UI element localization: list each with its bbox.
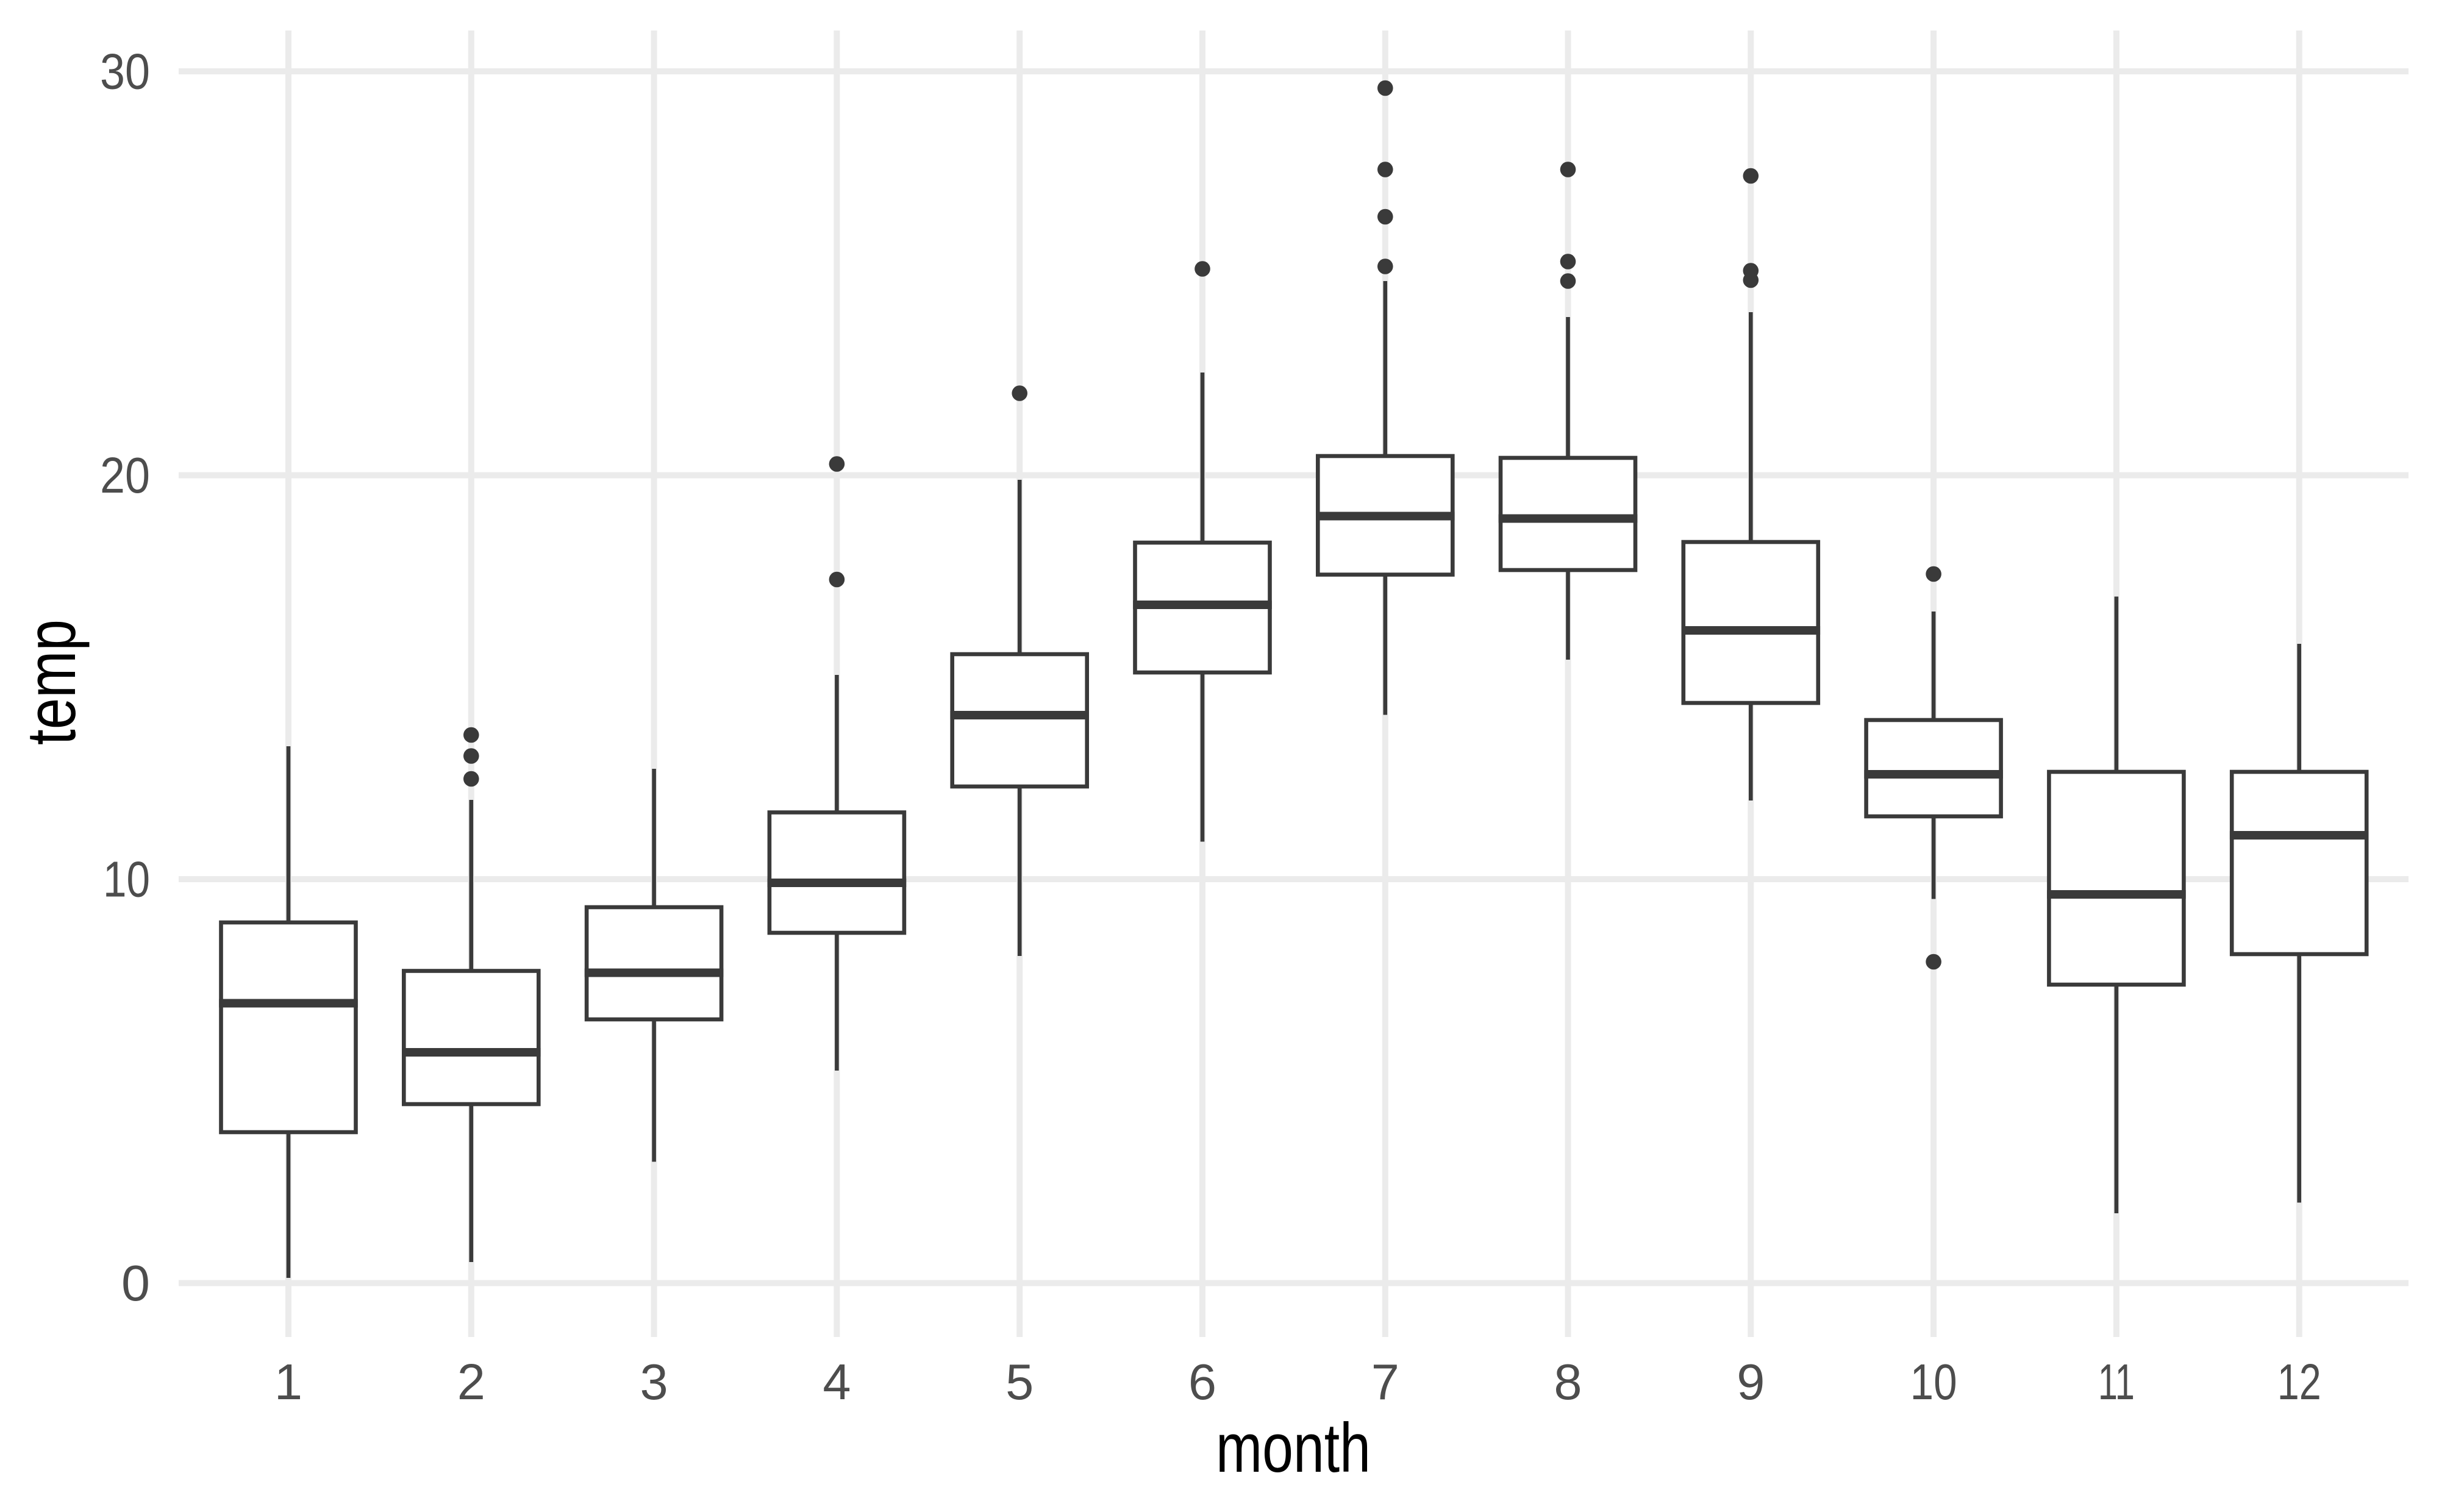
svg-text:10: 10 xyxy=(1910,1353,1957,1410)
svg-text:2: 2 xyxy=(457,1353,485,1410)
svg-text:5: 5 xyxy=(1005,1353,1034,1410)
svg-text:20: 20 xyxy=(100,447,150,504)
svg-text:10: 10 xyxy=(103,851,150,908)
svg-text:month: month xyxy=(1216,1410,1371,1487)
svg-text:30: 30 xyxy=(100,43,150,100)
svg-text:12: 12 xyxy=(2277,1353,2321,1410)
svg-text:3: 3 xyxy=(640,1353,668,1410)
svg-text:4: 4 xyxy=(823,1353,851,1410)
svg-text:8: 8 xyxy=(1554,1353,1582,1410)
svg-text:0: 0 xyxy=(121,1255,150,1311)
svg-text:7: 7 xyxy=(1371,1353,1399,1410)
svg-text:9: 9 xyxy=(1737,1353,1765,1410)
svg-text:11: 11 xyxy=(2098,1353,2135,1410)
svg-text:6: 6 xyxy=(1188,1353,1216,1410)
svg-text:1: 1 xyxy=(274,1353,302,1410)
svg-text:temp: temp xyxy=(13,619,90,745)
